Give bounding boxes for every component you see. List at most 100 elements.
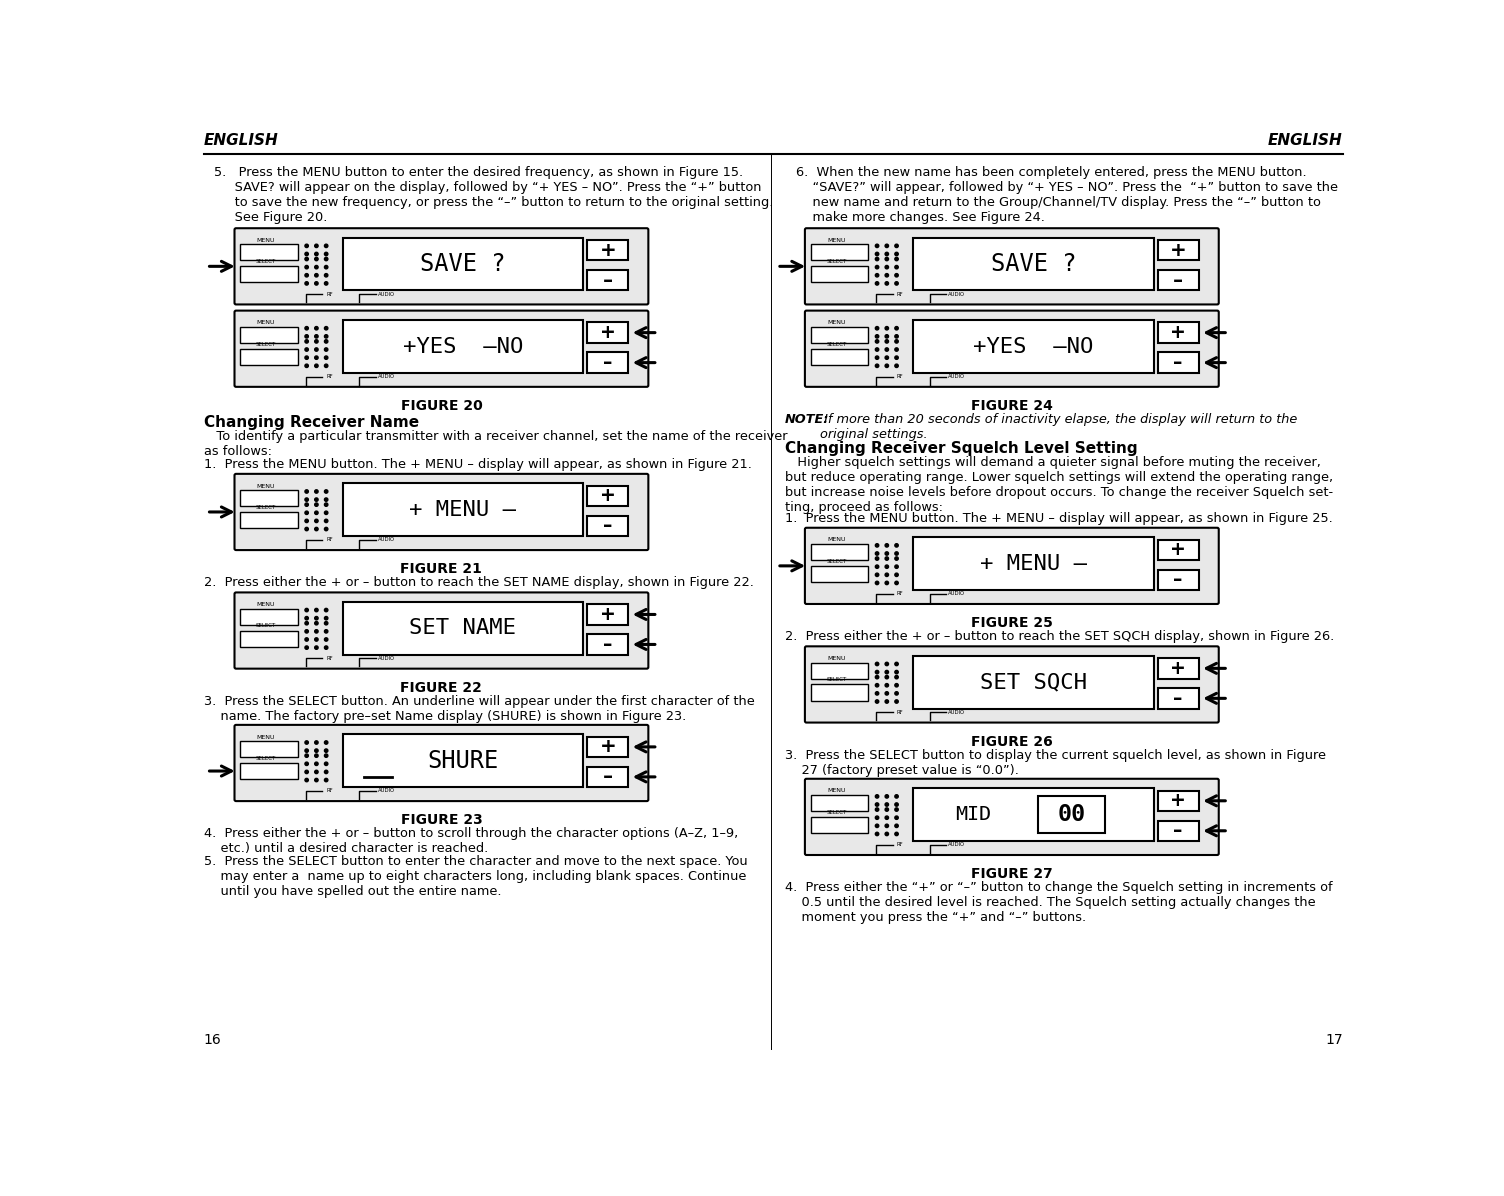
Text: SELECT: SELECT xyxy=(826,559,847,563)
Circle shape xyxy=(884,671,889,673)
Bar xyxy=(913,655,1154,708)
Text: 4.  Press either the + or – button to scroll through the character options (A–Z,: 4. Press either the + or – button to scr… xyxy=(203,828,738,855)
Circle shape xyxy=(325,616,328,620)
Text: –: – xyxy=(603,353,612,372)
Circle shape xyxy=(895,356,898,359)
Circle shape xyxy=(305,646,308,649)
Circle shape xyxy=(305,753,308,757)
Circle shape xyxy=(305,364,308,367)
Bar xyxy=(241,763,298,779)
Bar xyxy=(587,634,629,654)
Text: FIGURE 26: FIGURE 26 xyxy=(972,734,1053,749)
Bar xyxy=(1158,323,1199,343)
Bar xyxy=(811,817,868,832)
Circle shape xyxy=(325,252,328,256)
Circle shape xyxy=(325,490,328,493)
Circle shape xyxy=(895,327,898,330)
Circle shape xyxy=(895,364,898,367)
Bar xyxy=(1038,797,1105,834)
Circle shape xyxy=(884,573,889,576)
Circle shape xyxy=(895,340,898,343)
Circle shape xyxy=(314,609,319,612)
Bar xyxy=(587,767,629,787)
Circle shape xyxy=(325,753,328,757)
Text: AUDIO: AUDIO xyxy=(378,537,394,542)
Bar xyxy=(343,734,584,787)
Bar xyxy=(1158,791,1199,811)
Circle shape xyxy=(895,565,898,568)
Circle shape xyxy=(875,691,878,695)
Text: +: + xyxy=(600,605,615,624)
Text: If more than 20 seconds of inactivity elapse, the display will return to the
ori: If more than 20 seconds of inactivity el… xyxy=(820,413,1298,441)
Circle shape xyxy=(895,257,898,261)
Circle shape xyxy=(314,340,319,343)
Circle shape xyxy=(314,519,319,523)
Bar xyxy=(1158,240,1199,261)
Circle shape xyxy=(875,803,878,806)
Text: –: – xyxy=(603,270,612,289)
Text: +YES  –NO: +YES –NO xyxy=(403,336,523,356)
Circle shape xyxy=(314,252,319,256)
Circle shape xyxy=(875,700,878,703)
Circle shape xyxy=(884,282,889,285)
Circle shape xyxy=(325,327,328,330)
Circle shape xyxy=(884,348,889,352)
Circle shape xyxy=(325,504,328,506)
Circle shape xyxy=(875,557,878,560)
Text: –: – xyxy=(1173,270,1184,289)
Circle shape xyxy=(314,527,319,531)
Text: 17: 17 xyxy=(1325,1033,1343,1048)
Circle shape xyxy=(305,740,308,744)
Circle shape xyxy=(875,581,878,585)
Text: MENU: MENU xyxy=(827,537,845,543)
Circle shape xyxy=(895,557,898,560)
Text: +: + xyxy=(600,240,617,260)
Text: FIGURE 24: FIGURE 24 xyxy=(972,399,1053,413)
Text: ENGLISH: ENGLISH xyxy=(203,133,278,148)
Bar xyxy=(811,267,868,282)
Circle shape xyxy=(325,637,328,641)
Text: RF: RF xyxy=(326,788,332,793)
Text: RF: RF xyxy=(896,842,904,847)
FancyBboxPatch shape xyxy=(235,311,648,386)
Text: AUDIO: AUDIO xyxy=(378,374,394,379)
Bar xyxy=(241,244,298,261)
Circle shape xyxy=(314,356,319,359)
Circle shape xyxy=(305,637,308,641)
Circle shape xyxy=(895,807,898,811)
Circle shape xyxy=(875,565,878,568)
Circle shape xyxy=(305,348,308,352)
Circle shape xyxy=(314,490,319,493)
Circle shape xyxy=(325,749,328,752)
Bar xyxy=(587,486,629,506)
Text: RF: RF xyxy=(896,709,904,715)
Circle shape xyxy=(875,816,878,819)
Circle shape xyxy=(314,364,319,367)
Circle shape xyxy=(314,504,319,506)
Circle shape xyxy=(314,282,319,285)
Bar xyxy=(1158,539,1199,560)
Circle shape xyxy=(875,282,878,285)
Text: +: + xyxy=(600,487,615,506)
Circle shape xyxy=(314,753,319,757)
Circle shape xyxy=(305,252,308,256)
Text: + MENU –: + MENU – xyxy=(981,554,1087,574)
Circle shape xyxy=(884,794,889,798)
Circle shape xyxy=(884,684,889,687)
Text: 4.  Press either the “+” or “–” button to change the Squelch setting in incremen: 4. Press either the “+” or “–” button to… xyxy=(785,881,1333,925)
FancyBboxPatch shape xyxy=(235,474,648,550)
Circle shape xyxy=(314,770,319,774)
Text: 1.  Press the MENU button. The + MENU – display will appear, as shown in Figure : 1. Press the MENU button. The + MENU – d… xyxy=(203,458,752,471)
Circle shape xyxy=(895,581,898,585)
Text: AUDIO: AUDIO xyxy=(948,842,966,847)
Text: MENU: MENU xyxy=(257,483,275,488)
Text: SET SQCH: SET SQCH xyxy=(981,672,1087,692)
Circle shape xyxy=(325,266,328,269)
Circle shape xyxy=(325,340,328,343)
Text: SELECT: SELECT xyxy=(826,677,847,682)
FancyBboxPatch shape xyxy=(805,646,1218,722)
Circle shape xyxy=(875,807,878,811)
Bar xyxy=(241,512,298,529)
Bar xyxy=(811,566,868,582)
Text: RF: RF xyxy=(326,537,332,542)
